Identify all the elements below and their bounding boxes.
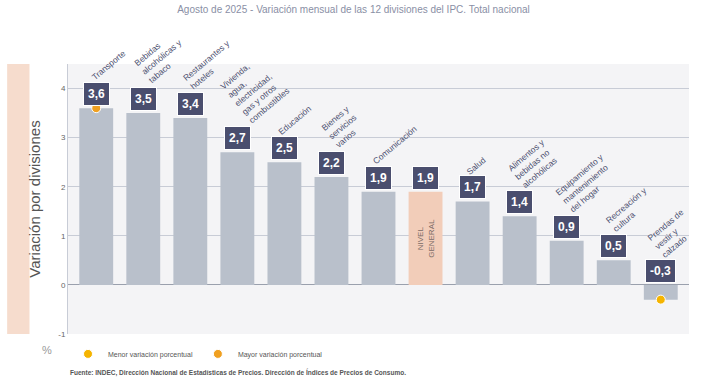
svg-text:Prendas devestir ycalzado: Prendas devestir ycalzado: [646, 207, 700, 260]
svg-text:Variación por divisiones: Variación por divisiones: [26, 120, 43, 277]
svg-text:2,5: 2,5: [276, 141, 293, 155]
svg-text:Educación: Educación: [276, 103, 313, 136]
svg-text:Mayor variación porcentual: Mayor variación porcentual: [238, 351, 322, 359]
svg-text:0: 0: [61, 281, 66, 290]
svg-text:NIVELGENERAL: NIVELGENERAL: [416, 219, 435, 258]
svg-text:Recreación ycultura: Recreación ycultura: [604, 185, 656, 233]
svg-text:3,6: 3,6: [88, 87, 105, 101]
svg-text:0,9: 0,9: [558, 220, 575, 234]
svg-text:4: 4: [61, 84, 66, 93]
svg-text:1,9: 1,9: [370, 171, 387, 185]
svg-text:1: 1: [61, 232, 66, 241]
svg-text:Alimentos ybebidas noalcohólic: Alimentos ybebidas noalcohólicas: [506, 137, 561, 190]
svg-text:-1: -1: [58, 330, 66, 339]
svg-text:2: 2: [61, 183, 66, 192]
svg-text:Transporte: Transporte: [90, 48, 128, 82]
svg-text:Menor variación porcentual: Menor variación porcentual: [108, 351, 193, 359]
svg-text:Comunicación: Comunicación: [371, 124, 419, 166]
svg-text:-0,3: -0,3: [650, 264, 671, 278]
svg-text:Bienes yserviciosvarios: Bienes yserviciosvarios: [320, 104, 366, 150]
svg-text:Fuente: INDEC, Dirección Nacio: Fuente: INDEC, Dirección Nacional de Est…: [70, 368, 406, 377]
svg-text:Agosto de 2025 - Variación men: Agosto de 2025 - Variación mensual de la…: [177, 4, 530, 15]
svg-text:1,9: 1,9: [417, 171, 434, 185]
svg-text:3: 3: [61, 133, 66, 142]
svg-text:Vivienda,agua,electricidad,gas: Vivienda,agua,electricidad,gas y otrosco…: [218, 52, 291, 125]
svg-text:Equipamiento ymantenimientodel: Equipamiento ymantenimientodel hogar: [554, 152, 620, 215]
svg-text:1,4: 1,4: [511, 195, 528, 209]
svg-text:2,2: 2,2: [323, 156, 340, 170]
svg-text:%: %: [42, 344, 52, 356]
svg-text:3,5: 3,5: [135, 92, 152, 106]
svg-text:Salud: Salud: [464, 155, 487, 177]
svg-text:3,4: 3,4: [182, 97, 199, 111]
svg-text:Restaurantes yhoteles: Restaurantes yhoteles: [181, 38, 239, 91]
svg-text:Bebidasalcohólicas ytabaco: Bebidasalcohólicas ytabaco: [132, 29, 190, 85]
svg-text:1,7: 1,7: [464, 180, 481, 194]
svg-text:0,5: 0,5: [605, 239, 622, 253]
svg-text:2,7: 2,7: [229, 131, 246, 145]
